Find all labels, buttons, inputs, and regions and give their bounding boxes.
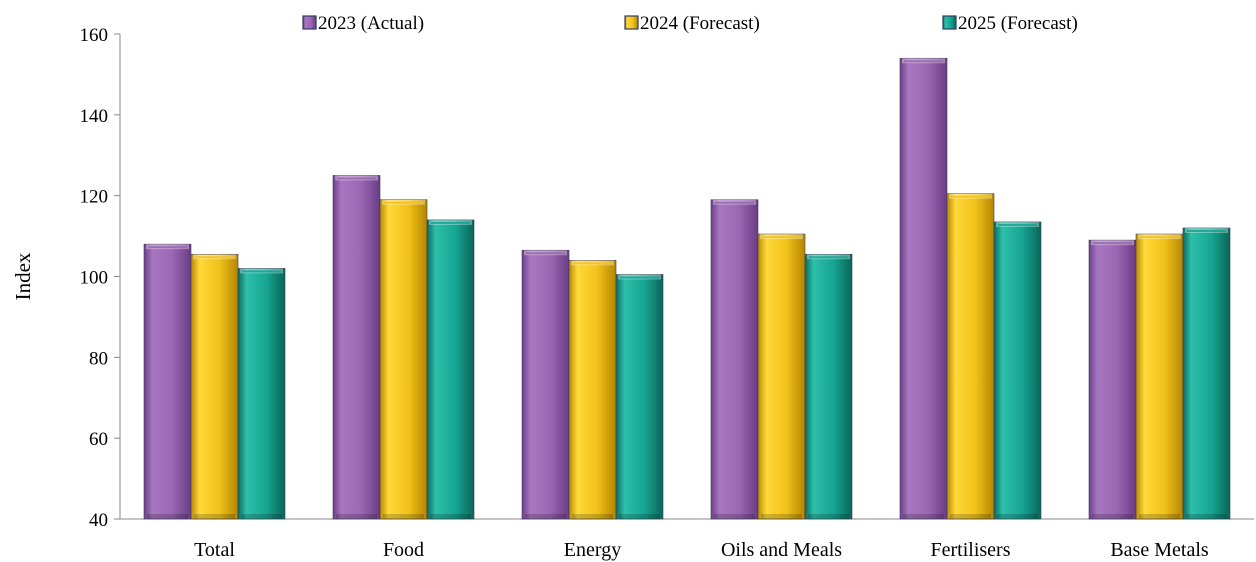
bar-total-2 xyxy=(237,268,286,520)
bar-total-1 xyxy=(190,253,239,520)
legend-item-1: 2024 (Forecast) xyxy=(624,13,760,34)
y-tick-label: 160 xyxy=(80,25,109,46)
legend-label: 2023 (Actual) xyxy=(318,13,424,34)
category-label: Energy xyxy=(564,539,621,561)
y-tick-label: 100 xyxy=(80,268,109,289)
category-label: Food xyxy=(383,539,424,561)
bar-oils-and-meals-0 xyxy=(710,199,759,520)
y-tick-label: 120 xyxy=(80,187,109,208)
legend: 2023 (Actual) 2024 (Forecast) 2025 (Foreca… xyxy=(302,13,1078,34)
bar-energy-0 xyxy=(521,249,570,520)
category-label: Total xyxy=(194,539,235,561)
category-label: Oils and Meals xyxy=(721,539,842,561)
axes: 40 60 80 100 120 140 160 Index xyxy=(11,25,1254,531)
bar-food-2 xyxy=(426,219,475,520)
bar-oils-and-meals-1 xyxy=(757,233,806,520)
legend-label: 2024 (Forecast) xyxy=(640,13,760,34)
bars xyxy=(143,57,1231,520)
legend-label: 2025 (Forecast) xyxy=(958,13,1078,34)
y-tick-label: 60 xyxy=(89,429,108,450)
bar-base-metals-2 xyxy=(1182,227,1231,520)
bar-fertilisers-2 xyxy=(993,221,1042,520)
bar-total-0 xyxy=(143,243,192,520)
legend-item-2: 2025 (Forecast) xyxy=(942,13,1078,34)
category-label: Base Metals xyxy=(1110,539,1209,561)
legend-swatch xyxy=(624,15,639,30)
bar-oils-and-meals-2 xyxy=(804,253,853,520)
legend-swatch xyxy=(942,15,957,30)
labels: Total Food Energy Oils and Meals Fertilisers… xyxy=(194,539,1209,561)
bar-food-0 xyxy=(332,175,381,520)
y-tick-label: 140 xyxy=(80,106,109,127)
bar-energy-1 xyxy=(568,260,617,520)
bar-energy-2 xyxy=(615,274,664,520)
bar-fertilisers-0 xyxy=(899,57,948,520)
bar-fertilisers-1 xyxy=(946,193,995,520)
y-tick-label: 80 xyxy=(89,348,108,369)
legend-item-0: 2023 (Actual) xyxy=(302,13,424,34)
y-axis-title: Index xyxy=(11,252,35,300)
bar-base-metals-1 xyxy=(1135,233,1184,520)
bar-food-1 xyxy=(379,199,428,520)
y-tick-label: 40 xyxy=(89,510,108,531)
legend-swatch xyxy=(302,15,317,30)
category-label: Fertilisers xyxy=(931,539,1011,561)
bar-base-metals-0 xyxy=(1088,239,1137,520)
